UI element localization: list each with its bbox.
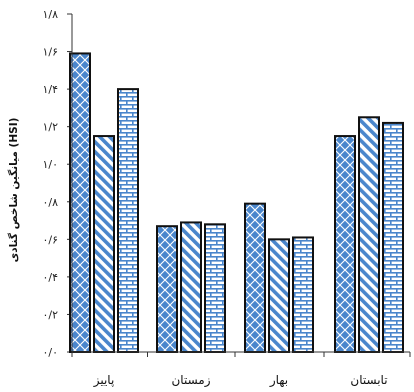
bar-diagonal [268,238,290,353]
y-axis-title: میانگین شاخص گنادی (HSI) [7,118,20,263]
x-axis-categories: پاییز زمستان بهار تابستان [93,373,388,388]
bar-brick [117,88,139,353]
y-tick-label: ۱/۲ [42,121,58,134]
y-tick-label: ۱/۰ [42,158,58,171]
bar-brick [204,223,226,353]
bar-diagonal [93,135,115,353]
axes [71,14,411,357]
y-tick-label: ۰/۴ [42,271,58,284]
bars [69,52,404,354]
x-category-label: بهار [269,373,288,388]
y-axis-ticks: ۰/۰ ۰/۲ ۰/۴ ۰/۶ ۰/۸ ۱/۰ ۱/۲ ۱/۴ ۱/۶ ۱/۸ [42,8,72,359]
y-tick-label: ۰/۲ [42,308,58,321]
bar-diagonal [180,221,202,353]
bar-dots [334,135,356,353]
bar-dots [244,202,266,353]
y-tick-label: ۱/۴ [42,83,58,96]
y-tick-label: ۰/۶ [42,233,58,246]
bar-diagonal [358,116,380,354]
x-category-label: زمستان [171,373,210,388]
y-tick-label: ۱/۶ [42,46,58,59]
y-tick-label: ۰/۰ [42,346,58,359]
bar-brick [292,236,314,353]
y-tick-label: ۰/۸ [42,196,58,209]
bar-dots [69,52,91,354]
bar-brick [382,121,404,353]
y-tick-label: ۱/۸ [42,8,58,21]
x-category-label: پاییز [93,373,115,388]
x-category-label: تابستان [350,373,387,387]
bar-dots [156,225,178,353]
